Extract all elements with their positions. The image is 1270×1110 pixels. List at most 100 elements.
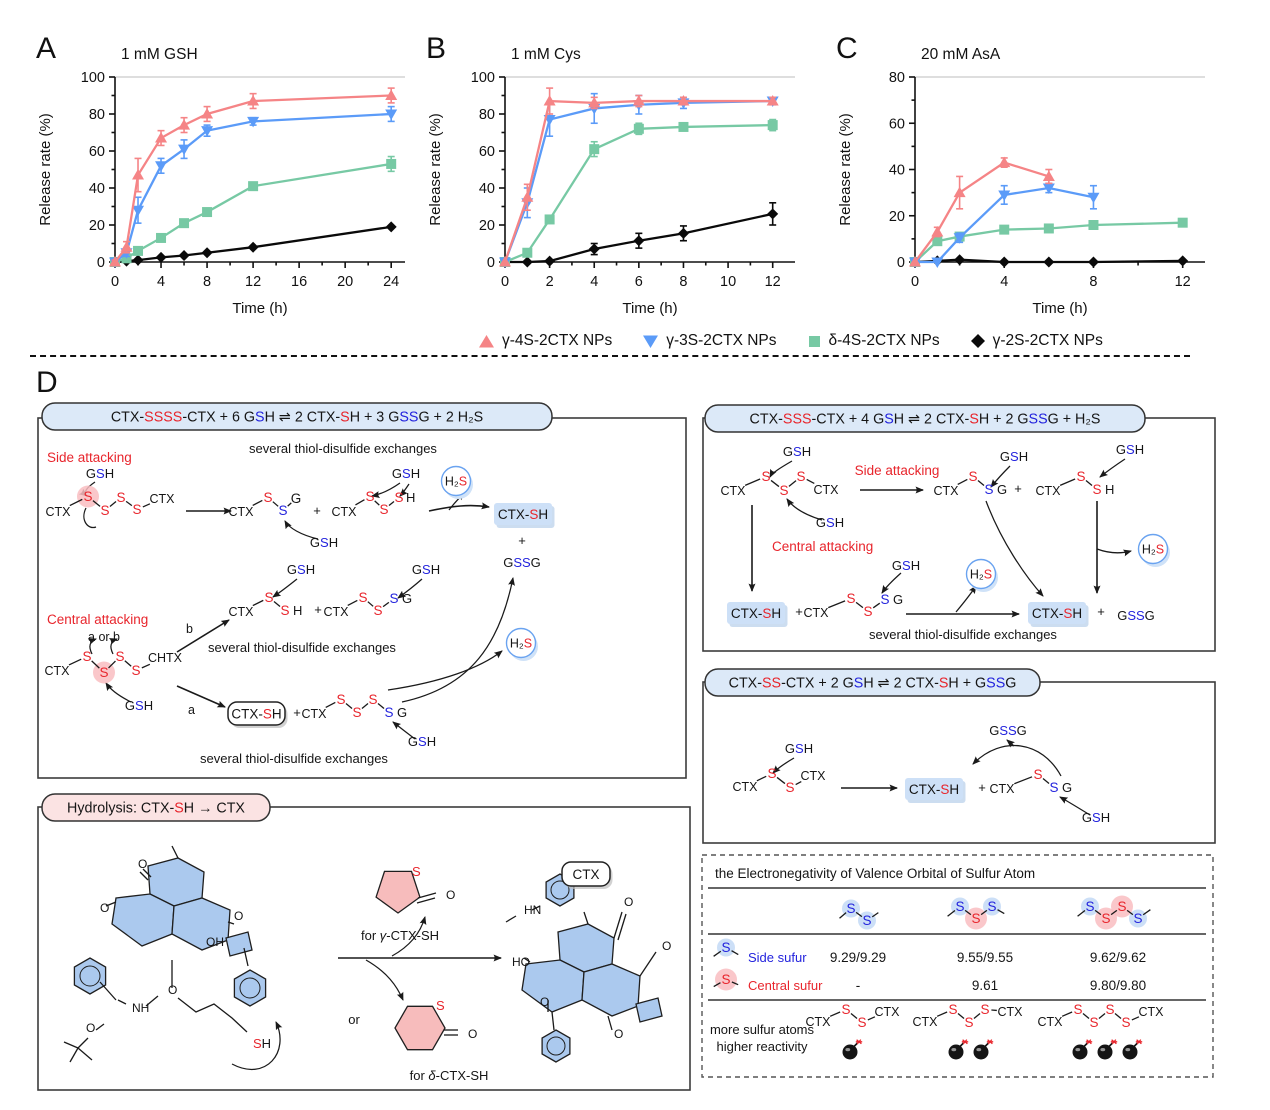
svg-text:S: S: [987, 899, 996, 914]
x-tick-label: 4: [1000, 274, 1008, 290]
svg-text:S: S: [1076, 469, 1085, 484]
svg-text:9.62/9.62: 9.62/9.62: [1090, 950, 1146, 965]
svg-text:CTX: CTX: [913, 1015, 939, 1029]
svg-text:H₂S: H₂S: [970, 568, 992, 582]
svg-text:S: S: [846, 901, 855, 916]
chem-label: GSH: [310, 535, 338, 550]
highlight-box: CTX-SH: [1028, 602, 1089, 627]
svg-text:G: G: [997, 482, 1007, 497]
svg-text:higher reactivity: higher reactivity: [716, 1039, 808, 1054]
y-tick-label: 80: [89, 107, 105, 123]
molecule-chain: CTX SS: [229, 590, 290, 619]
chem-label: O: [86, 1021, 95, 1035]
chem-label: H: [293, 603, 302, 618]
chem-label: O: [540, 995, 549, 1009]
chem-label: Central attacking: [47, 612, 148, 627]
svg-text:several thiol-disulfide exchan: several thiol-disulfide exchanges: [200, 751, 388, 766]
svg-text:a or b: a or b: [88, 630, 120, 644]
y-tick-label: 20: [479, 218, 495, 234]
chem-label: a: [188, 703, 195, 717]
molecule-chain: CTX SS CTX: [806, 1002, 901, 1030]
svg-text:Central attacking: Central attacking: [47, 612, 148, 627]
x-tick-label: 0: [111, 274, 119, 290]
svg-text:for δ-CTX-SH: for δ-CTX-SH: [410, 1068, 489, 1083]
svg-text:S: S: [767, 766, 776, 781]
chart-title: 1 mM Cys: [511, 46, 581, 63]
y-tick-label: 60: [889, 116, 905, 132]
svg-text:G: G: [402, 591, 412, 606]
x-tick-label: 24: [383, 274, 399, 290]
chem-label: GSH: [785, 741, 813, 756]
svg-text:CTX: CTX: [302, 707, 328, 721]
legend-item: δ-4S-2CTX NPs: [807, 332, 940, 350]
chart-panel-b: 0 2 4 6 8 10 12 0 20 40 60 80 100 1 mM Cys Time (h) Rel…: [427, 46, 795, 317]
svg-text:O: O: [662, 939, 671, 953]
svg-text:+: +: [1014, 481, 1022, 496]
svg-text:for γ-CTX-SH: for γ-CTX-SH: [361, 928, 439, 943]
chem-label: GSH: [287, 562, 315, 577]
hydrolysis-molecule-art: [63, 845, 663, 1070]
svg-text:CTX: CTX: [1139, 1005, 1165, 1019]
chem-label: O: [468, 1027, 477, 1041]
data-series: [499, 87, 779, 267]
legend-label: δ-4S-2CTX NPs: [828, 332, 940, 349]
y-tick-label: 40: [889, 163, 905, 179]
svg-text:GSH: GSH: [310, 535, 338, 550]
y-tick-label: 100: [81, 70, 105, 86]
chem-label: 9.62/9.62: [1090, 950, 1146, 965]
svg-text:Side attacking: Side attacking: [47, 450, 132, 465]
chem-label: O: [446, 888, 455, 902]
chem-label: several thiol-disulfide exchanges: [869, 627, 1057, 642]
x-tick-label: 20: [337, 274, 353, 290]
svg-text:several thiol-disulfide exchan: several thiol-disulfide exchanges: [208, 640, 396, 655]
chem-label: Side attacking: [47, 450, 132, 465]
y-tick-label: 40: [89, 181, 105, 197]
highlight-box: CTX-SH: [905, 778, 966, 803]
bomb-icons: [841, 1038, 1143, 1061]
chem-label: +: [313, 503, 321, 518]
svg-text:H: H: [1105, 482, 1114, 497]
svg-text:CTX: CTX: [573, 867, 600, 882]
chem-label: +: [1014, 481, 1022, 496]
chem-label: Side sufur: [748, 950, 807, 965]
data-series: [109, 87, 398, 267]
svg-text:GSH: GSH: [816, 515, 844, 530]
svg-text:S: S: [721, 972, 730, 987]
y-tick-label: 0: [897, 255, 905, 271]
dashed-separator: [30, 355, 1190, 357]
table-rules: [708, 887, 1206, 1001]
x-axis-label: Time (h): [622, 300, 677, 317]
svg-text:S: S: [373, 603, 382, 618]
chem-label: +: [1097, 604, 1105, 619]
svg-text:CTX: CTX: [804, 606, 830, 620]
x-tick-label: 4: [157, 274, 165, 290]
chem-label: O: [234, 909, 243, 923]
svg-text:G: G: [291, 491, 302, 506]
y-tick-label: 0: [487, 255, 495, 271]
svg-text:CTX-SSS-CTX + 4 GSH ⇌ 2 CTX-SH: CTX-SSS-CTX + 4 GSH ⇌ 2 CTX-SH + 2 GSSG …: [750, 411, 1101, 427]
svg-text:O: O: [168, 983, 177, 997]
svg-text:S: S: [82, 649, 91, 664]
svg-text:S: S: [115, 649, 124, 664]
x-tick-label: 8: [1089, 274, 1097, 290]
svg-text:S: S: [964, 1015, 973, 1030]
chem-label: several thiol-disulfide exchanges: [200, 751, 388, 766]
svg-text:or: or: [348, 1012, 360, 1027]
svg-text:CTX: CTX: [229, 505, 255, 519]
svg-text:CTX: CTX: [733, 780, 759, 794]
molecule-chain: CTX SS: [934, 469, 994, 498]
y-tick-label: 20: [89, 218, 105, 234]
svg-text:S: S: [984, 482, 993, 497]
y-tick-label: 80: [889, 70, 905, 86]
svg-text:S: S: [880, 592, 889, 607]
chem-label: 9.29/9.29: [830, 950, 886, 965]
svg-text:more sulfur atoms: more sulfur atoms: [710, 1022, 815, 1037]
svg-text:CTX: CTX: [814, 483, 840, 497]
chem-label: b: [186, 622, 193, 636]
chem-label: for γ-CTX-SH: [361, 928, 439, 943]
x-tick-label: 8: [203, 274, 211, 290]
svg-text:CTX: CTX: [934, 484, 960, 498]
x-tick-label: 6: [635, 274, 643, 290]
svg-text:CTX: CTX: [150, 492, 176, 506]
svg-text:S: S: [1133, 911, 1142, 926]
